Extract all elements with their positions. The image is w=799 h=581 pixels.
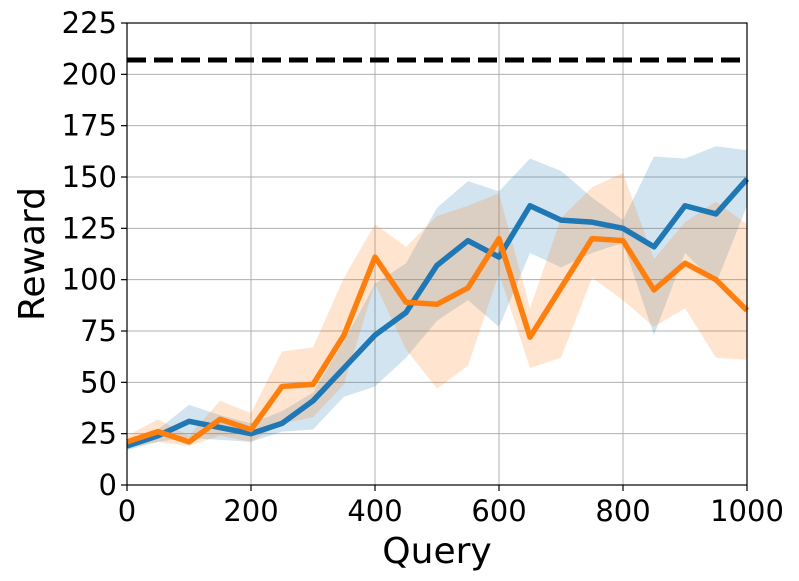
y-tick-label-3: 75 [80, 314, 117, 348]
x-axis-label: Query [382, 531, 491, 572]
y-tick-label-5: 125 [62, 211, 117, 245]
y-axis-label: Reward [12, 187, 53, 321]
y-axis-ticks: 0 25 50 75 100 125 150 175 200 225 [62, 6, 127, 502]
plot-frame [126, 22, 748, 486]
x-tick-label-2: 400 [347, 494, 402, 528]
series-0-line [126, 177, 750, 449]
y-tick-label-1: 25 [80, 417, 117, 451]
y-tick-label-8: 200 [62, 57, 117, 91]
x-tick-label-5: 1000 [710, 494, 784, 528]
series-lines [126, 177, 750, 449]
series-1-line [126, 235, 749, 445]
y-tick-label-9: 225 [62, 6, 117, 40]
y-tick-label-0: 0 [99, 468, 117, 502]
y-tick-label-6: 150 [62, 160, 117, 194]
confidence-bands [127, 146, 747, 451]
y-tick-label-2: 50 [80, 365, 117, 399]
x-tick-label-1: 200 [223, 494, 278, 528]
x-axis-ticks: 0 200 400 600 800 1000 [118, 485, 784, 528]
x-tick-label-3: 600 [471, 494, 526, 528]
y-tick-label-4: 100 [62, 263, 117, 297]
x-tick-label-0: 0 [118, 494, 136, 528]
x-tick-label-4: 800 [595, 494, 650, 528]
y-tick-label-7: 175 [62, 109, 117, 143]
